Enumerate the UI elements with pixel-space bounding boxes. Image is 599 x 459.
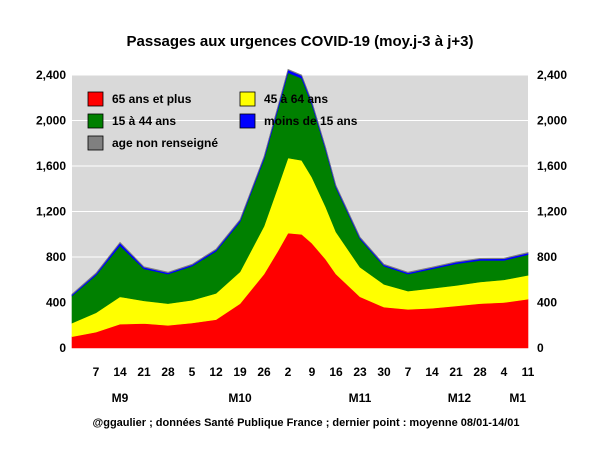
month-label: M10 bbox=[228, 391, 252, 405]
y-tick-label-right: 1,600 bbox=[537, 159, 567, 173]
legend: 65 ans et plus 45 à 64 ans 15 à 44 ans moin… bbox=[87, 91, 358, 151]
x-tick-label: 7 bbox=[93, 365, 100, 379]
legend-label-0: 65 ans et plus bbox=[112, 92, 192, 106]
chart-title: Passages aux urgences COVID-19 (moy.j-3 … bbox=[127, 33, 474, 50]
month-labels: M9 M10 M11 M12 M1 bbox=[112, 391, 527, 405]
chart-footer: @ggaulier ; données Santé Publique Franc… bbox=[93, 417, 520, 429]
x-tick-label: 28 bbox=[473, 365, 487, 379]
y-tick-label-right: 800 bbox=[537, 250, 557, 264]
x-tick-label: 23 bbox=[353, 365, 367, 379]
y-tick-label-left: 800 bbox=[46, 250, 66, 264]
y-tick-label-left: 2,000 bbox=[36, 114, 66, 128]
x-tick-label: 30 bbox=[377, 365, 391, 379]
x-tick-label: 19 bbox=[233, 365, 247, 379]
legend-swatch-2 bbox=[87, 113, 104, 129]
x-tick-label: 26 bbox=[257, 365, 271, 379]
month-label: M12 bbox=[448, 391, 472, 405]
month-label: M11 bbox=[349, 391, 372, 405]
y-tick-label-left: 400 bbox=[46, 296, 66, 310]
legend-swatch-3 bbox=[239, 113, 256, 129]
legend-label-1: 45 à 64 ans bbox=[264, 92, 328, 106]
month-label: M9 bbox=[112, 391, 129, 405]
legend-swatch-1 bbox=[239, 91, 256, 107]
legend-label-3: moins de 15 ans bbox=[264, 114, 358, 128]
y-tick-label-right: 1,200 bbox=[537, 205, 567, 219]
y-tick-label-right: 2,400 bbox=[537, 68, 567, 82]
y-tick-label-left: 0 bbox=[59, 341, 66, 355]
area-series-4 bbox=[71, 68, 529, 296]
legend-swatch-0 bbox=[87, 91, 104, 107]
x-tick-label: 21 bbox=[449, 365, 463, 379]
legend-label-2: 15 à 44 ans bbox=[112, 114, 176, 128]
x-tick-label: 14 bbox=[113, 365, 127, 379]
x-tick-label: 7 bbox=[405, 365, 412, 379]
x-tick-label: 16 bbox=[329, 365, 343, 379]
x-tick-label: 28 bbox=[161, 365, 175, 379]
y-tick-label-left: 1,600 bbox=[36, 159, 66, 173]
x-tick-label: 21 bbox=[137, 365, 151, 379]
y-tick-label-left: 2,400 bbox=[36, 68, 66, 82]
legend-swatch-4 bbox=[87, 135, 104, 151]
y-tick-label-right: 0 bbox=[537, 341, 544, 355]
y-axis-left: 0 400 800 1,200 1,600 2,000 2,400 bbox=[36, 68, 66, 355]
legend-label-4: age non renseigné bbox=[112, 136, 218, 150]
stacked-areas bbox=[71, 68, 529, 349]
y-axis-right: 0 400 800 1,200 1,600 2,000 2,400 bbox=[537, 68, 567, 355]
x-axis: 7 14 21 28 5 12 19 26 2 9 16 23 30 7 14 21 28 4 11 bbox=[93, 365, 535, 379]
x-tick-label: 11 bbox=[522, 365, 535, 379]
y-tick-label-right: 2,000 bbox=[537, 114, 567, 128]
x-tick-label: 12 bbox=[209, 365, 223, 379]
x-tick-label: 9 bbox=[309, 365, 316, 379]
x-tick-label: 14 bbox=[425, 365, 439, 379]
month-label: M1 bbox=[509, 391, 526, 405]
y-tick-label-left: 1,200 bbox=[36, 205, 66, 219]
x-tick-label: 4 bbox=[501, 365, 508, 379]
x-tick-label: 2 bbox=[285, 365, 292, 379]
y-tick-label-right: 400 bbox=[537, 296, 557, 310]
x-tick-label: 5 bbox=[189, 365, 196, 379]
